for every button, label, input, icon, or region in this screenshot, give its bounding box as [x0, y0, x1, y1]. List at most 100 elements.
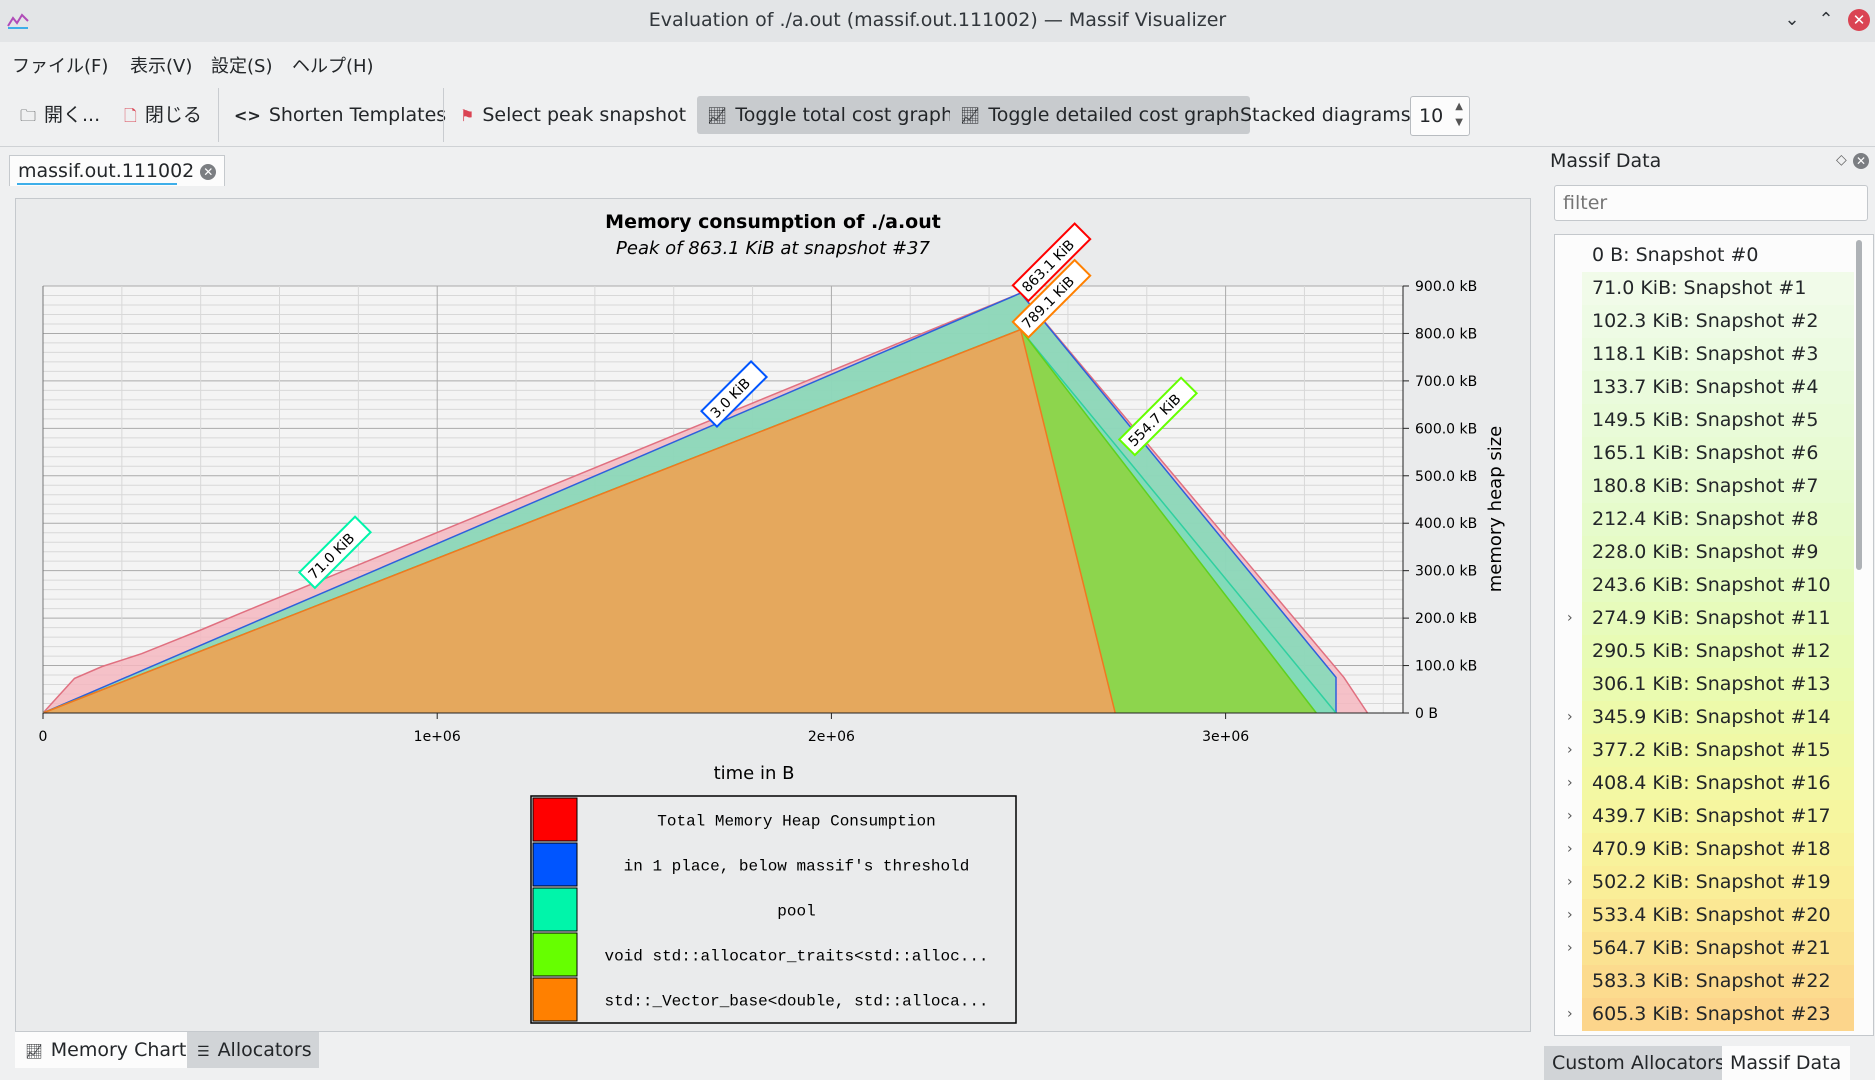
toggle-detailed-cost-button[interactable]: 📈︎ Toggle detailed cost graph — [950, 96, 1250, 134]
snapshot-row[interactable]: 408.4 KiB: Snapshot #16 — [1582, 767, 1854, 800]
menu-view[interactable]: 表示(V) — [130, 56, 193, 77]
snapshot-label: 377.2 KiB: Snapshot #15 — [1592, 739, 1831, 761]
expand-chevron-icon[interactable]: › — [1567, 907, 1573, 923]
y-tick-label: 900.0 kB — [1415, 279, 1477, 295]
annotation-box — [700, 360, 769, 429]
tab-memory-chart[interactable]: 📈︎ Memory Chart — [15, 1032, 207, 1068]
menu-bar: ファイル(F) 表示(V) 設定(S) ヘルプ(H) — [0, 44, 1875, 82]
snapshot-row[interactable]: 165.1 KiB: Snapshot #6 — [1582, 437, 1854, 470]
expand-chevron-icon[interactable]: › — [1567, 808, 1573, 824]
snapshot-row[interactable]: 212.4 KiB: Snapshot #8 — [1582, 503, 1854, 536]
snapshot-row[interactable]: 180.8 KiB: Snapshot #7 — [1582, 470, 1854, 503]
legend-label: void std::allocator_traits<std::alloc... — [604, 948, 988, 966]
float-dock-icon[interactable]: ◇ — [1836, 152, 1847, 168]
snapshot-label: 165.1 KiB: Snapshot #6 — [1592, 442, 1819, 464]
close-tab-icon[interactable]: ✕ — [200, 163, 217, 180]
snapshot-label: 243.6 KiB: Snapshot #10 — [1592, 574, 1831, 596]
snapshot-row[interactable]: 439.7 KiB: Snapshot #17 — [1582, 800, 1854, 833]
menu-help[interactable]: ヘルプ(H) — [292, 56, 374, 77]
y-tick-label: 500.0 kB — [1415, 469, 1477, 485]
snapshot-list-scrollbar[interactable] — [1856, 240, 1862, 570]
y-tick-label: 700.0 kB — [1415, 374, 1477, 390]
line-series-1 — [42, 292, 1337, 714]
y-tick-label: 400.0 kB — [1415, 516, 1477, 532]
open-button[interactable]: 🗀 開く... — [20, 96, 100, 134]
expand-chevron-icon[interactable]: › — [1567, 940, 1573, 956]
toolbar-separator — [218, 88, 219, 142]
expand-chevron-icon[interactable]: › — [1567, 709, 1573, 725]
snapshot-label: 133.7 KiB: Snapshot #4 — [1592, 376, 1819, 398]
snapshot-row[interactable]: 71.0 KiB: Snapshot #1 — [1582, 272, 1854, 305]
x-tick-label: 2e+06 — [808, 729, 855, 745]
legend-label: pool — [777, 903, 815, 921]
expand-chevron-icon[interactable]: › — [1567, 742, 1573, 758]
document-tab[interactable]: massif.out.111002 ✕ — [9, 155, 226, 186]
snapshot-label: 290.5 KiB: Snapshot #12 — [1592, 640, 1831, 662]
snapshot-label: 502.2 KiB: Snapshot #19 — [1592, 871, 1831, 893]
minimize-icon[interactable]: ⌄ — [1784, 9, 1800, 30]
stacked-diagrams-spinbox[interactable]: 10 ▲ ▼ — [1410, 96, 1470, 136]
y-tick-label: 200.0 kB — [1415, 611, 1477, 627]
snapshot-row[interactable]: 345.9 KiB: Snapshot #14 — [1582, 701, 1854, 734]
snapshot-label: 274.9 KiB: Snapshot #11 — [1592, 607, 1831, 629]
expand-chevron-icon[interactable]: › — [1567, 775, 1573, 791]
snapshot-label: 583.3 KiB: Snapshot #22 — [1592, 970, 1831, 992]
snapshot-row[interactable]: 118.1 KiB: Snapshot #3 — [1582, 338, 1854, 371]
tab-custom-allocators[interactable]: Custom Allocators — [1544, 1046, 1725, 1080]
snapshot-row[interactable]: 605.3 KiB: Snapshot #23 — [1582, 998, 1854, 1031]
chart-legend: Total Memory Heap Consumption in 1 place,… — [530, 795, 1017, 1024]
filter-input[interactable] — [1554, 185, 1868, 221]
snapshot-label: 180.8 KiB: Snapshot #7 — [1592, 475, 1819, 497]
stacked-diagrams-label: Stacked diagrams: — [1240, 104, 1418, 126]
snapshot-label: 228.0 KiB: Snapshot #9 — [1592, 541, 1819, 563]
snapshot-row[interactable]: 274.9 KiB: Snapshot #11 — [1582, 602, 1854, 635]
chart-axes: 0 1e+06 2e+06 3e+06 0 B 100.0 kB 200.0 kB 300.0… — [39, 279, 1478, 745]
spin-down-icon[interactable]: ▼ — [1455, 117, 1463, 128]
close-window-icon[interactable]: ✕ — [1848, 9, 1870, 31]
close-dock-icon[interactable]: ✕ — [1853, 153, 1869, 169]
tab-massif-data[interactable]: Massif Data — [1722, 1046, 1850, 1080]
menu-settings[interactable]: 設定(S) — [211, 56, 273, 77]
expand-chevron-icon[interactable]: › — [1567, 610, 1573, 626]
snapshot-row[interactable]: 533.4 KiB: Snapshot #20 — [1582, 899, 1854, 932]
close-file-button[interactable]: 🗋 閉じる — [124, 96, 202, 134]
snapshot-row[interactable]: 102.3 KiB: Snapshot #2 — [1582, 305, 1854, 338]
select-peak-button[interactable]: ⚑ Select peak snapshot — [460, 96, 686, 134]
flag-icon: ⚑ — [460, 106, 475, 125]
toolbar: 🗀 開く... 🗋 閉じる <> Shorten Templates ⚑ Select … — [0, 84, 1875, 147]
chart-areas — [42, 292, 1369, 714]
maximize-icon[interactable]: ⌃ — [1818, 9, 1834, 30]
snapshot-row[interactable]: 583.3 KiB: Snapshot #22 — [1582, 965, 1854, 998]
x-tick-label: 1e+06 — [414, 729, 461, 745]
y-tick-label: 0 B — [1415, 706, 1438, 722]
snapshot-row[interactable]: 564.7 KiB: Snapshot #21 — [1582, 932, 1854, 965]
snapshot-row[interactable]: 149.5 KiB: Snapshot #5 — [1582, 404, 1854, 437]
spin-up-icon[interactable]: ▲ — [1455, 101, 1463, 112]
legend-box — [530, 795, 1017, 1024]
snapshot-row[interactable]: 377.2 KiB: Snapshot #15 — [1582, 734, 1854, 767]
toggle-total-cost-button[interactable]: 📈︎ Toggle total cost graph — [697, 96, 964, 134]
expand-chevron-icon[interactable]: › — [1567, 874, 1573, 890]
tab-allocators[interactable]: ☰ Allocators — [187, 1032, 319, 1068]
snapshot-row[interactable]: 0 B: Snapshot #0 — [1582, 239, 1854, 272]
snapshot-list[interactable]: 0 B: Snapshot #0 71.0 KiB: Snapshot #1 102… — [1554, 234, 1874, 1036]
annotation-box — [1117, 376, 1199, 457]
snapshot-row[interactable]: 243.6 KiB: Snapshot #10 — [1582, 569, 1854, 602]
dock-title: Massif Data — [1550, 150, 1662, 172]
snapshot-row[interactable]: 133.7 KiB: Snapshot #4 — [1582, 371, 1854, 404]
snapshot-label: 533.4 KiB: Snapshot #20 — [1592, 904, 1831, 926]
snapshot-row[interactable]: 306.1 KiB: Snapshot #13 — [1582, 668, 1854, 701]
document-tab-label: massif.out.111002 — [18, 160, 195, 182]
snapshot-label: 306.1 KiB: Snapshot #13 — [1592, 673, 1831, 695]
snapshot-row[interactable]: 502.2 KiB: Snapshot #19 — [1582, 866, 1854, 899]
snapshot-row[interactable]: 290.5 KiB: Snapshot #12 — [1582, 635, 1854, 668]
expand-chevron-icon[interactable]: › — [1567, 841, 1573, 857]
menu-file[interactable]: ファイル(F) — [12, 56, 109, 77]
y-tick-label: 100.0 kB — [1415, 659, 1477, 675]
expand-chevron-icon[interactable]: › — [1567, 1006, 1573, 1022]
memory-chart[interactable]: Memory consumption of ./a.out Peak of 86… — [16, 199, 1530, 1031]
snapshot-row[interactable]: 228.0 KiB: Snapshot #9 — [1582, 536, 1854, 569]
snapshot-row[interactable]: 470.9 KiB: Snapshot #18 — [1582, 833, 1854, 866]
window-title: Evaluation of ./a.out (massif.out.111002… — [648, 9, 1227, 31]
shorten-templates-button[interactable]: <> Shorten Templates — [234, 96, 446, 134]
